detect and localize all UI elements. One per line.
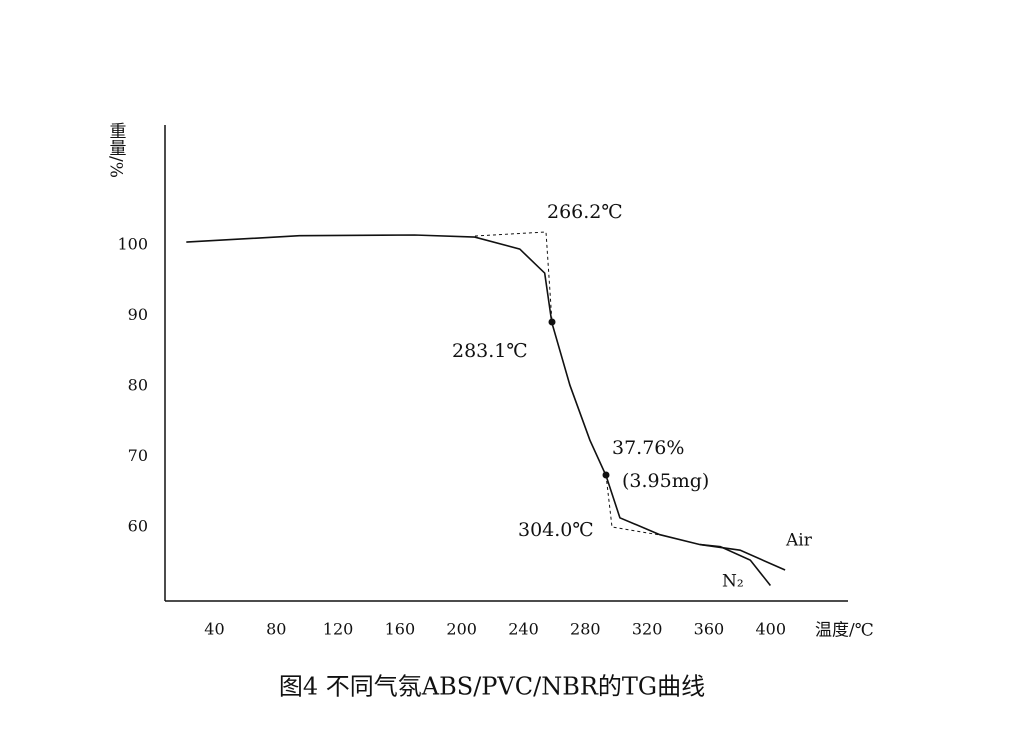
y-tick-label: 70 xyxy=(128,446,148,465)
x-tick-label: 80 xyxy=(266,620,286,639)
tangent-line xyxy=(474,231,553,323)
y-axis-label: 重量/% xyxy=(106,122,127,178)
annotation: 37.76% xyxy=(612,437,684,459)
x-tick-label: 400 xyxy=(755,620,786,639)
series-label: N₂ xyxy=(722,572,744,592)
chart-title: 图4 不同气氛ABS/PVC/NBR的TG曲线 xyxy=(279,673,705,701)
annotation: 266.2℃ xyxy=(547,201,623,223)
tangent-line xyxy=(605,474,661,536)
x-tick-label: 320 xyxy=(632,620,663,639)
series-label: Air xyxy=(785,531,813,551)
line xyxy=(186,234,786,571)
x-tick-label: 40 xyxy=(204,620,224,639)
x-tick-label: 240 xyxy=(508,620,539,639)
x-tick-label: 160 xyxy=(385,620,416,639)
x-axis-label: 温度/℃ xyxy=(815,621,874,641)
y-tick-label: 80 xyxy=(128,375,148,394)
annotation: 283.1℃ xyxy=(452,340,528,362)
x-tick-label: 200 xyxy=(446,620,477,639)
line xyxy=(700,543,772,586)
x-tick-label: 360 xyxy=(694,620,725,639)
x-tick-label: 280 xyxy=(570,620,601,639)
annotation: 304.0℃ xyxy=(518,519,594,541)
annotation: (3.95mg) xyxy=(622,470,709,492)
y-tick-label: 60 xyxy=(128,516,148,535)
y-tick-label: 100 xyxy=(117,234,148,253)
y-tick-label: 90 xyxy=(128,305,148,324)
x-tick-label: 120 xyxy=(323,620,354,639)
